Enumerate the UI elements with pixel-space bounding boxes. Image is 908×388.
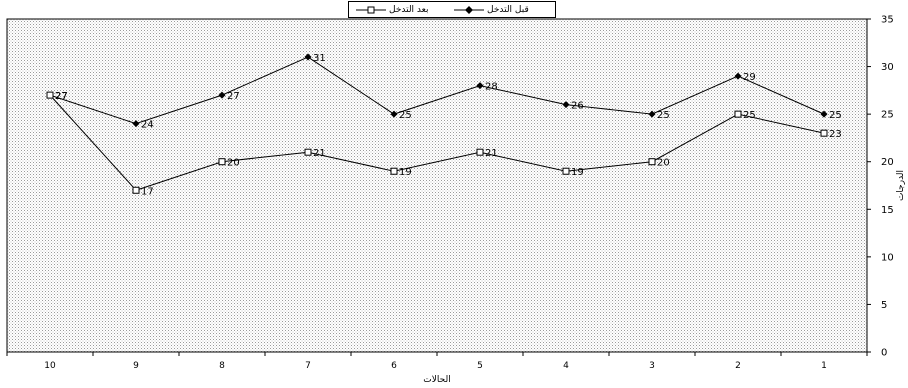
data-point: [648, 110, 656, 118]
legend-item-after: بعد التدخل: [355, 4, 431, 16]
data-point: [734, 72, 742, 80]
data-label: 19: [571, 167, 584, 178]
x-tick-label: 6: [391, 361, 397, 371]
legend-label-after: بعد التدخل: [389, 5, 429, 15]
y-tick-label: 30: [881, 62, 894, 73]
data-label: 20: [657, 158, 670, 169]
y-axis-title: الدرجات: [896, 170, 906, 201]
data-point: [304, 148, 312, 156]
x-axis: 10 9 8 7 6 5 4 3 2 1: [6, 351, 868, 371]
data-label: 25: [657, 110, 670, 121]
data-point: [132, 186, 140, 194]
data-point: [218, 158, 226, 166]
data-point: [820, 129, 828, 137]
data-point: [304, 53, 312, 61]
data-label: 28: [485, 82, 498, 93]
x-tick-label: 10: [44, 361, 56, 371]
data-point: [648, 158, 656, 166]
x-tick-label: 3: [649, 361, 655, 371]
data-label: 25: [399, 110, 412, 121]
y-axis: 0 5 10 15 20 25 30 35: [866, 15, 894, 359]
y-tick-label: 0: [881, 348, 887, 359]
x-tick-label: 5: [477, 361, 483, 371]
data-point: [132, 120, 140, 128]
data-point: [820, 110, 828, 118]
data-label: 21: [485, 148, 498, 159]
data-point: [476, 82, 484, 90]
data-label: 25: [829, 110, 842, 121]
legend-label-before: قبل التدخل: [487, 5, 529, 15]
legend: بعد التدخل قبل التدخل: [348, 1, 556, 18]
data-point: [734, 110, 742, 118]
legend-line-diamond-icon: [454, 6, 484, 14]
legend-line-square-icon: [356, 6, 386, 14]
data-point: [390, 167, 398, 175]
data-label: 27: [55, 91, 68, 102]
x-tick-label: 4: [563, 361, 569, 371]
x-tick-label: 9: [133, 361, 139, 371]
data-label: 19: [399, 167, 412, 178]
data-point: [562, 167, 570, 175]
plot-area: [6, 18, 868, 353]
y-tick-label: 20: [881, 157, 894, 168]
y-tick-label: 25: [881, 110, 894, 121]
series-after: 27 17 20 21 19 21 19 20 25 23: [46, 91, 842, 197]
x-tick-label: 2: [735, 361, 741, 371]
data-label: 27: [227, 91, 240, 102]
data-label: 25: [743, 110, 756, 121]
series-line: [49, 94, 825, 191]
data-point: [218, 91, 226, 99]
data-label: 27: [55, 91, 68, 102]
data-point: [562, 101, 570, 109]
data-label: 26: [571, 101, 584, 112]
y-tick-label: 10: [881, 252, 894, 263]
data-label: 20: [227, 158, 240, 169]
x-tick-label: 7: [305, 361, 311, 371]
data-label: 29: [743, 72, 756, 83]
data-point: [476, 148, 484, 156]
legend-item-before: قبل التدخل: [453, 4, 531, 16]
data-label: 24: [141, 120, 154, 131]
series-line: [49, 56, 825, 125]
data-point: [46, 91, 54, 99]
y-tick-label: 35: [881, 15, 894, 26]
data-label: 23: [829, 129, 842, 140]
x-axis-title: الحالات: [423, 375, 450, 385]
y-tick-label: 5: [881, 300, 887, 311]
data-label: 21: [313, 148, 326, 159]
y-tick-label: 15: [881, 205, 894, 216]
data-label: 31: [313, 53, 326, 64]
x-tick-label: 1: [821, 361, 827, 371]
x-tick-label: 8: [219, 361, 225, 371]
data-point: [390, 110, 398, 118]
data-label: 17: [141, 186, 154, 197]
